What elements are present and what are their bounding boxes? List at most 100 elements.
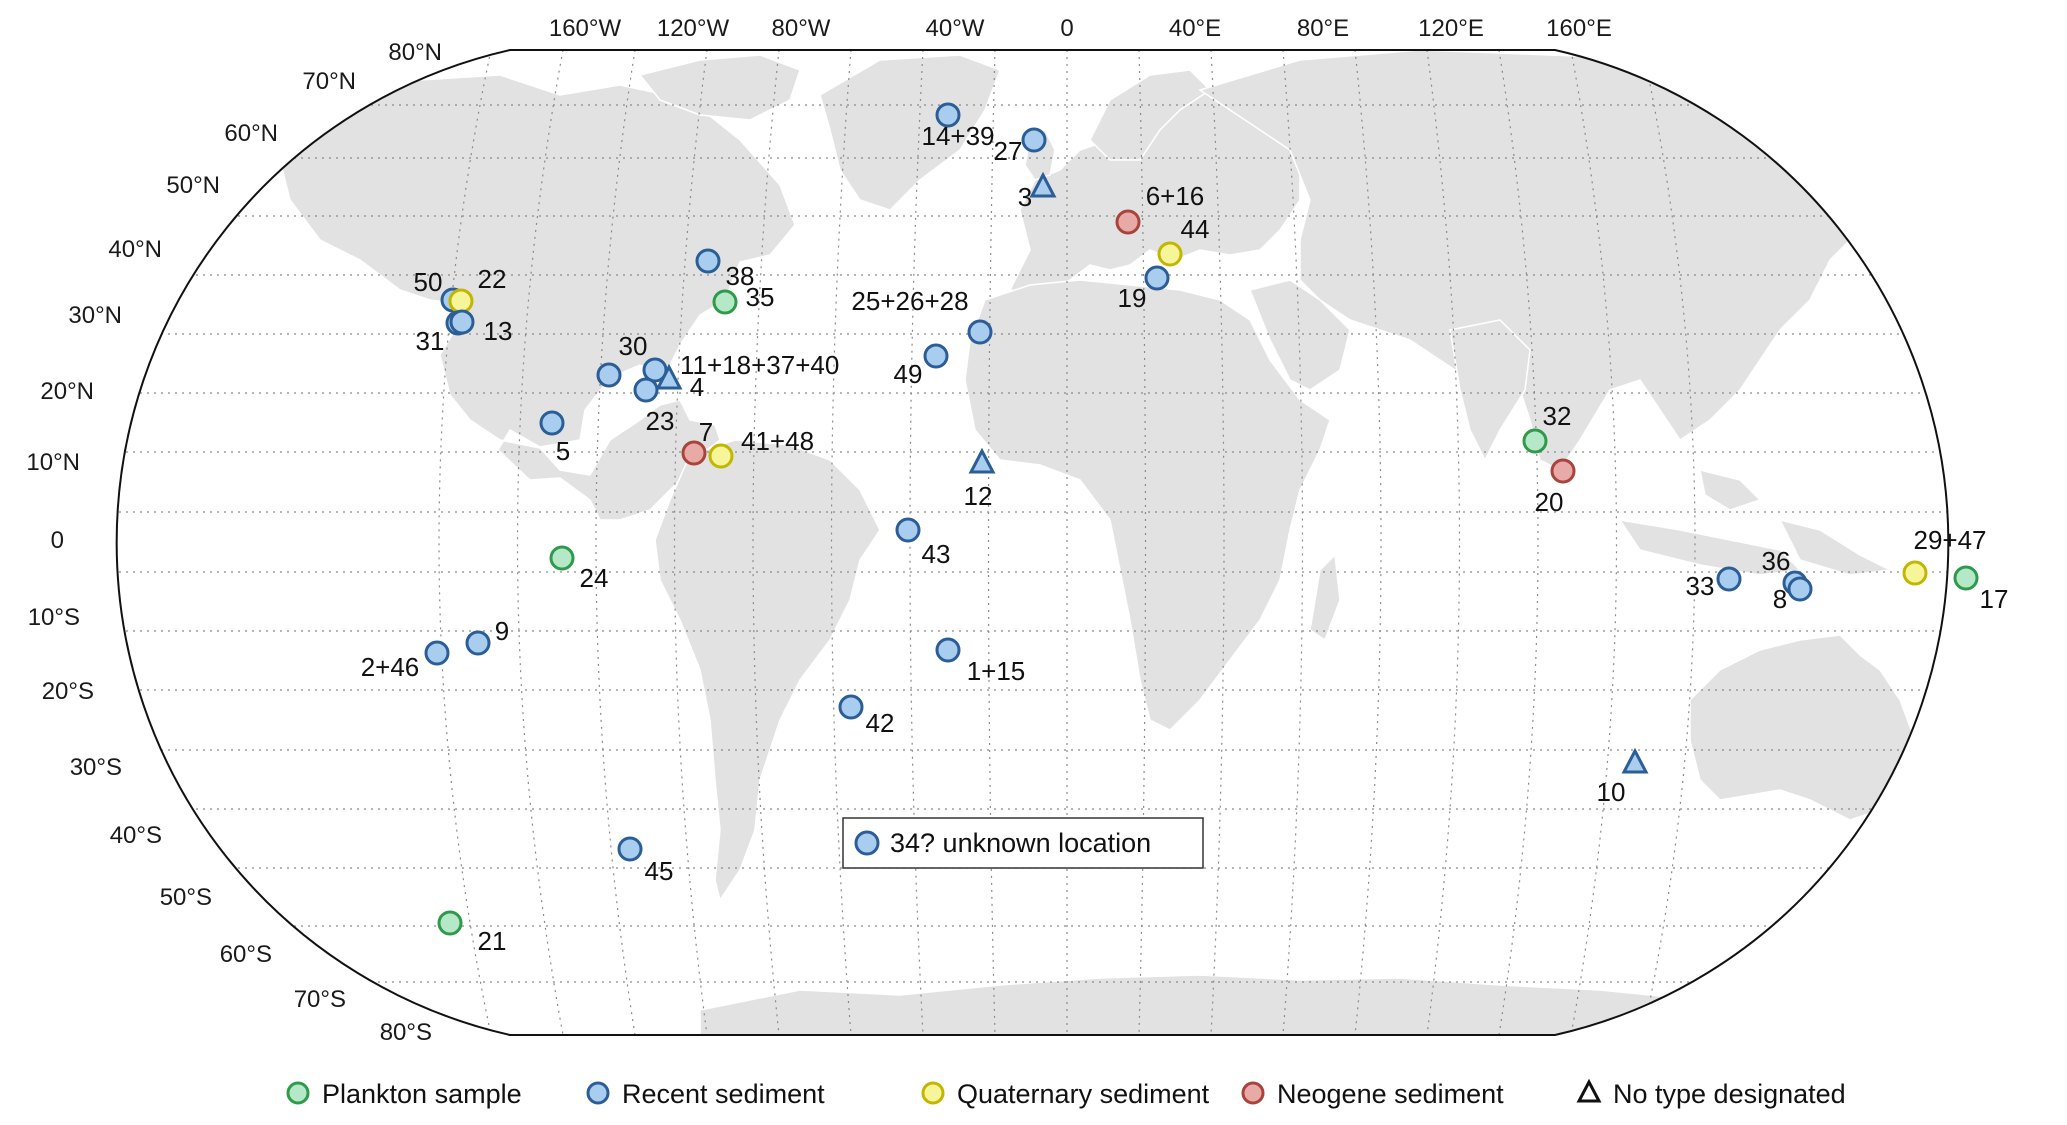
site-label: 30 (619, 331, 648, 361)
lon-tick: 80°E (1297, 15, 1349, 42)
site-marker (633, 377, 659, 403)
lat-tick: 60°S (220, 941, 272, 968)
site-marker (596, 362, 622, 388)
site-label: 22 (478, 264, 507, 294)
unknown-location-marker (854, 830, 880, 856)
site-label: 13 (484, 316, 513, 346)
lat-tick: 80°N (388, 39, 442, 66)
new-zealand (1944, 768, 1949, 852)
legend-triangle-marker (1576, 1078, 1602, 1103)
india (1449, 319, 1531, 462)
legend-label: Plankton sample (322, 1079, 522, 1109)
unknown-location-box: 34? unknown location (842, 817, 1204, 869)
lat-tick: 20°S (42, 678, 94, 705)
site-label: 33 (1686, 571, 1715, 601)
site-label: 35 (746, 282, 775, 312)
lat-tick: 30°S (70, 754, 122, 781)
unknown-location-frame (842, 817, 1204, 869)
site-label: 44 (1181, 214, 1210, 244)
site-marker (935, 637, 961, 663)
site-marker (695, 248, 721, 274)
site-label: 8 (1773, 584, 1787, 614)
site-label: 17 (1980, 584, 2009, 614)
site-label: 38 (726, 261, 755, 291)
legend-label: No type designated (1613, 1079, 1846, 1109)
lon-tick: 80°W (772, 15, 831, 42)
site-marker (1522, 428, 1548, 454)
site-label: 2+46 (361, 652, 420, 682)
unknown-location-label: 34? unknown location (890, 828, 1151, 858)
lat-tick: 70°N (302, 68, 356, 95)
site-label: 4 (690, 372, 704, 402)
lat-tick: 60°N (224, 120, 278, 147)
lat-tick: 70°S (294, 986, 346, 1013)
legend: Plankton sample Recent sediment Quaternary… (286, 1078, 1846, 1109)
lat-tick: 40°N (108, 236, 162, 263)
arabia (1248, 279, 1351, 391)
madagascar (1309, 553, 1341, 642)
site-label: 43 (922, 539, 951, 569)
site-triangle-marker (1621, 747, 1649, 774)
site-marker (935, 102, 961, 128)
map-border (115, 49, 1950, 1036)
site-marker (617, 836, 643, 862)
legend-marker (586, 1081, 610, 1105)
site-label: 32 (1543, 401, 1572, 431)
site-label: 42 (866, 708, 895, 738)
site-marker (1144, 265, 1170, 291)
site-label: 36 (1762, 546, 1791, 576)
longitude-ticks: 160°W 120°W 80°W 40°W 0 40°E 80°E 120°E … (549, 15, 1612, 42)
lat-tick: 10°N (26, 449, 80, 476)
lon-tick: 120°E (1418, 15, 1484, 42)
legend-label: Neogene sediment (1277, 1079, 1504, 1109)
site-marker (1021, 127, 1047, 153)
site-marker (539, 410, 565, 436)
site-label: 29+47 (1913, 525, 1986, 555)
site-marker (967, 319, 993, 345)
north-america (279, 74, 796, 521)
lon-tick: 40°E (1169, 15, 1221, 42)
site-label: 1+15 (967, 656, 1026, 686)
south-america (654, 439, 881, 902)
site-marker (1157, 241, 1183, 267)
site-label: 23 (646, 406, 675, 436)
site-marker (1787, 576, 1813, 602)
site-label: 24 (580, 563, 609, 593)
site-label: 10 (1597, 777, 1626, 807)
site-label: 19 (1118, 283, 1147, 313)
site-marker (1716, 566, 1742, 592)
legend-label: Quaternary sediment (957, 1079, 1210, 1109)
lat-tick: 50°N (166, 172, 220, 199)
site-marker (449, 309, 475, 335)
map-content (116, 50, 1949, 1035)
legend-marker (286, 1081, 310, 1105)
site-marker (923, 343, 949, 369)
japan (1889, 228, 1936, 302)
lon-tick: 160°W (549, 15, 622, 42)
lon-tick: 0 (1060, 15, 1073, 42)
site-marker (1953, 565, 1979, 591)
site-marker (681, 440, 707, 466)
greenland (819, 54, 1001, 211)
legend-marker (1241, 1081, 1265, 1105)
legend-label: Recent sediment (622, 1079, 825, 1109)
site-triangle-marker (655, 363, 683, 390)
site-label: 5 (556, 436, 570, 466)
site-label: 7 (699, 417, 713, 447)
site-label: 20 (1535, 487, 1564, 517)
site-label: 6+16 (1146, 181, 1205, 211)
site-marker (465, 630, 491, 656)
southeast-asia (1618, 468, 1893, 576)
site-marker (838, 694, 864, 720)
site-label: 21 (478, 926, 507, 956)
africa (964, 279, 1331, 731)
site-label: 25+26+28 (851, 286, 968, 316)
site-label: 31 (416, 326, 445, 356)
lat-tick: 10°S (28, 604, 80, 631)
lon-tick: 120°W (657, 15, 730, 42)
site-label: 9 (495, 616, 509, 646)
site-label: 12 (964, 481, 993, 511)
site-label: 50 (414, 267, 443, 297)
